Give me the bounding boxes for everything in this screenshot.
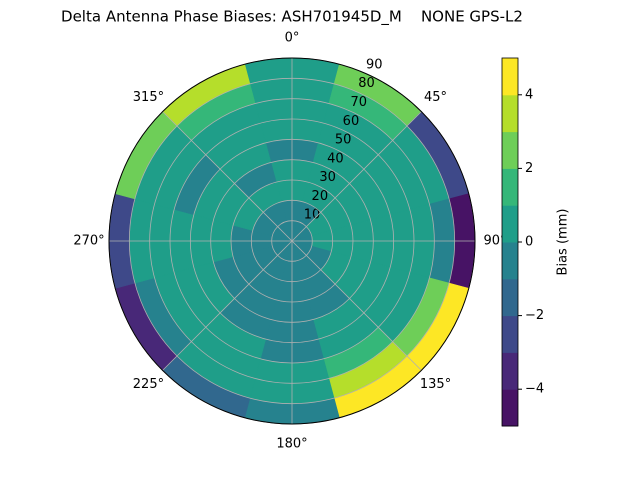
r-tick-label: 90 xyxy=(366,57,383,72)
colorbar-band xyxy=(502,58,518,96)
colorbar-band xyxy=(502,315,518,353)
colorbar-band xyxy=(502,205,518,243)
grid-spoke xyxy=(291,111,422,242)
colorbar-band xyxy=(502,168,518,206)
theta-tick-label: 225° xyxy=(133,377,164,392)
theta-tick-label: 315° xyxy=(133,90,164,105)
colorbar-band xyxy=(502,94,518,133)
r-tick-label: 70 xyxy=(350,95,367,110)
r-tick-label: 80 xyxy=(358,76,375,91)
colorbar-tick-label: 0 xyxy=(525,235,533,250)
colorbar-tick-label: −4 xyxy=(525,382,544,397)
colorbar-band xyxy=(502,389,518,427)
colorbar-tick-label: 4 xyxy=(525,87,533,102)
colorbar-tick-label: 2 xyxy=(525,161,533,176)
colorbar-band xyxy=(502,131,518,169)
grid-spoke xyxy=(162,240,293,371)
theta-tick-label: 135° xyxy=(420,377,451,392)
theta-tick-label: 90° xyxy=(483,234,506,249)
r-tick-label: 40 xyxy=(327,151,344,166)
theta-tick-label: 270° xyxy=(73,234,104,249)
r-tick-label: 30 xyxy=(319,170,336,185)
grid-spoke xyxy=(162,111,293,242)
chart-title: Delta Antenna Phase Biases: ASH701945D_M… xyxy=(61,8,523,27)
polar-spine xyxy=(108,57,476,425)
theta-tick-label: 0° xyxy=(285,31,300,46)
theta-tick-label: 45° xyxy=(424,90,447,105)
colorbar-band xyxy=(502,242,518,280)
r-tick-label: 60 xyxy=(343,114,360,129)
theta-tick-label: 180° xyxy=(276,437,307,452)
colorbar-band xyxy=(502,278,518,317)
r-tick-label: 20 xyxy=(312,189,329,204)
r-tick-label: 10 xyxy=(304,208,321,223)
grid-spoke xyxy=(291,240,422,371)
r-tick-label: 50 xyxy=(335,133,352,148)
colorbar-tick-label: −2 xyxy=(525,308,544,323)
colorbar-band xyxy=(502,352,518,390)
colorbar-label: Bias (mm) xyxy=(556,209,571,276)
